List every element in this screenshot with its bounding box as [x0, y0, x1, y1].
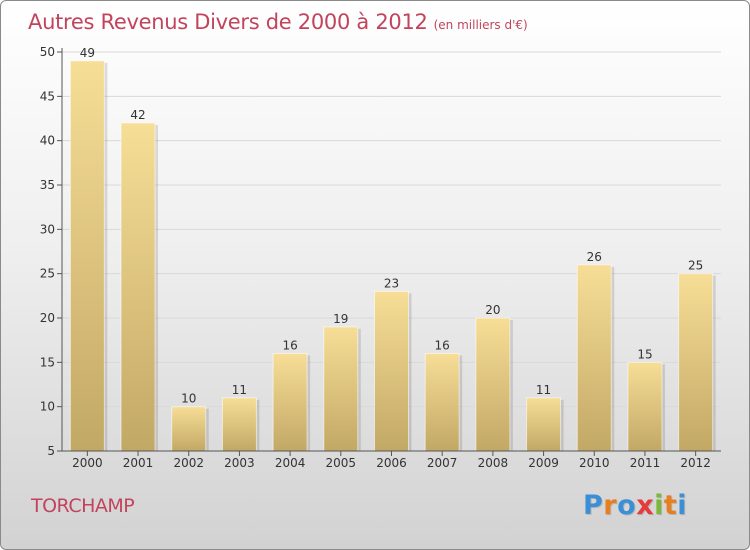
data-label: 23 — [384, 276, 399, 290]
bar — [576, 264, 612, 452]
x-tick-label: 2009 — [528, 456, 559, 470]
y-tick-label: 25 — [40, 267, 55, 281]
bar — [374, 290, 409, 452]
bar — [678, 273, 714, 452]
proxiti-logo[interactable]: Proxiti — [583, 490, 687, 521]
data-label: 42 — [130, 108, 145, 122]
data-labels: 49 42 10 11 16 19 23 16 20 11 26 15 25 — [80, 46, 704, 406]
y-tick-label: 20 — [40, 311, 55, 325]
y-tick-label: 50 — [40, 45, 55, 59]
bar — [424, 352, 460, 452]
axes: 5 10 15 20 25 30 35 40 45 50 2000 2001 2002 2003 2004 2… — [40, 45, 721, 470]
x-tick-label: 2011 — [630, 456, 661, 470]
y-tick-label: 15 — [40, 355, 55, 369]
data-label: 10 — [181, 392, 196, 406]
data-label: 11 — [232, 383, 247, 397]
x-tick-label: 2000 — [72, 456, 103, 470]
y-tick-label: 45 — [40, 89, 55, 103]
data-label: 26 — [587, 250, 602, 264]
x-tick-label: 2012 — [680, 456, 711, 470]
logo-letter: o — [617, 490, 637, 521]
y-tick-label: 35 — [40, 178, 55, 192]
data-label: 25 — [688, 259, 703, 273]
bar — [120, 122, 156, 452]
x-tick-label: 2002 — [173, 456, 204, 470]
bar — [526, 397, 562, 452]
chart-title: Autres Revenus Divers de 2000 à 2012 (en … — [28, 10, 528, 34]
logo-letter: i — [654, 490, 664, 521]
data-label: 19 — [333, 312, 348, 326]
commune-name: TORCHAMP — [31, 495, 135, 517]
bar — [627, 361, 663, 452]
bar — [171, 406, 207, 452]
x-tick-label: 2001 — [123, 456, 154, 470]
y-tick-label: 30 — [40, 222, 55, 236]
x-tick-label: 2007 — [427, 456, 458, 470]
bar — [323, 326, 359, 452]
data-label: 20 — [485, 303, 500, 317]
bar — [69, 60, 105, 452]
logo-letter: P — [583, 490, 604, 521]
logo-letter: i — [677, 490, 688, 521]
logo-letter: r — [603, 490, 618, 521]
bars — [69, 60, 716, 452]
y-tick-label: 5 — [47, 444, 55, 458]
y-tick-label: 10 — [40, 400, 55, 414]
x-tick-label: 2008 — [478, 456, 509, 470]
x-tick-label: 2005 — [326, 456, 357, 470]
data-label: 16 — [435, 338, 450, 352]
chart-subtitle: (en milliers d'€) — [433, 18, 528, 32]
logo-letter: x — [636, 490, 655, 521]
bar — [475, 317, 511, 452]
data-label: 11 — [536, 383, 551, 397]
bar — [221, 397, 257, 452]
bar — [272, 352, 308, 452]
data-label: 49 — [80, 46, 95, 60]
x-tick-label: 2003 — [224, 456, 255, 470]
x-tick-label: 2006 — [376, 456, 407, 470]
y-tick-label: 40 — [40, 134, 55, 148]
data-label: 15 — [637, 347, 652, 361]
x-tick-label: 2010 — [579, 456, 610, 470]
title-text: Autres Revenus Divers de 2000 à 2012 — [28, 10, 428, 34]
logo-letter: t — [663, 490, 678, 521]
data-label: 16 — [282, 338, 297, 352]
x-tick-label: 2004 — [275, 456, 306, 470]
